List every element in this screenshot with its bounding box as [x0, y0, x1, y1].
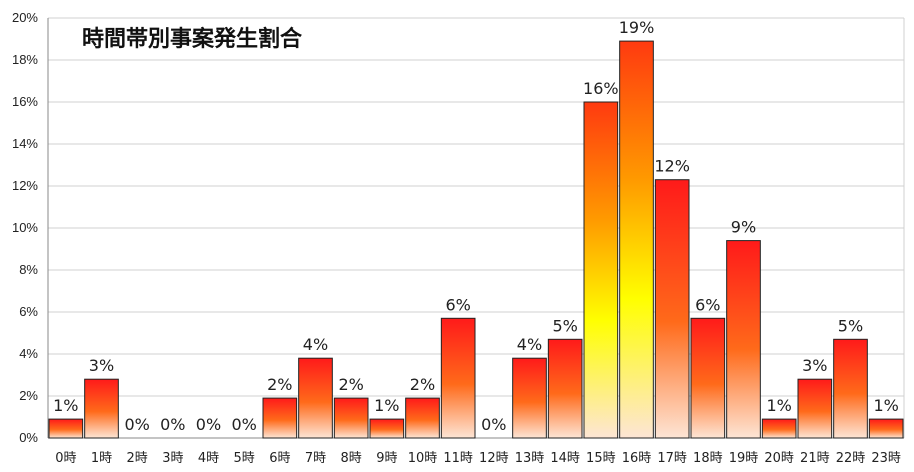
bar	[48, 418, 84, 439]
bar	[512, 357, 547, 439]
x-tick-label: 6時	[269, 451, 290, 466]
data-label: 0%	[196, 415, 221, 434]
x-tick-label: 0時	[55, 451, 76, 466]
bar	[868, 418, 904, 439]
bar	[761, 418, 797, 439]
x-tick-label: 20時	[764, 451, 794, 466]
bar	[333, 397, 369, 439]
y-tick-label: 8%	[19, 262, 38, 277]
x-tick-label: 11時	[443, 451, 473, 466]
data-label: 4%	[303, 335, 328, 354]
x-axis-ticks: 0時 1時 2時 3時 4時 5時 6時 7時 8時 9時 10時 11時 12時 13時 14時 15時 16…	[55, 451, 901, 466]
data-label: 2%	[267, 375, 292, 394]
data-label: 5%	[838, 316, 863, 335]
x-tick-label: 12時	[479, 451, 509, 466]
chart-title: 時間帯別事案発生割合	[82, 26, 303, 52]
bar	[262, 397, 298, 439]
x-tick-label: 13時	[515, 451, 545, 466]
x-tick-label: 3時	[162, 451, 183, 466]
x-tick-label: 1時	[91, 451, 112, 466]
x-tick-label: 7時	[305, 451, 326, 466]
bar	[440, 317, 476, 439]
data-label: 0%	[124, 415, 149, 434]
data-label: 16%	[583, 79, 619, 98]
bar	[797, 378, 833, 439]
data-label: 6%	[695, 295, 720, 314]
y-tick-label: 18%	[12, 52, 38, 67]
data-label: 19%	[619, 18, 655, 37]
data-label: 1%	[53, 396, 78, 415]
bar	[298, 357, 333, 439]
x-tick-label: 9時	[376, 451, 397, 466]
data-label: 0%	[160, 415, 185, 434]
data-label: 1%	[374, 396, 399, 415]
data-label: 0%	[231, 415, 256, 434]
x-tick-label: 4時	[198, 451, 219, 466]
x-tick-label: 10時	[408, 451, 438, 466]
bar	[654, 179, 690, 439]
y-tick-label: 16%	[12, 94, 38, 109]
y-tick-label: 0%	[19, 430, 38, 445]
data-label: 1%	[766, 396, 791, 415]
y-tick-label: 4%	[19, 346, 38, 361]
y-tick-label: 14%	[12, 136, 38, 151]
x-tick-label: 17時	[657, 451, 687, 466]
x-tick-label: 19時	[729, 451, 759, 466]
bar	[726, 240, 761, 439]
bar	[547, 338, 583, 439]
x-tick-label: 15時	[586, 451, 616, 466]
y-tick-label: 20%	[12, 10, 38, 25]
y-tick-label: 6%	[19, 304, 38, 319]
data-label: 1%	[873, 396, 898, 415]
x-tick-label: 2時	[127, 451, 148, 466]
y-tick-label: 2%	[19, 388, 38, 403]
bar	[583, 101, 619, 439]
bar	[84, 378, 119, 439]
y-tick-label: 12%	[12, 178, 38, 193]
x-tick-label: 21時	[800, 451, 830, 466]
x-tick-label: 16時	[622, 451, 652, 466]
x-tick-label: 23時	[871, 451, 901, 466]
bar	[833, 338, 868, 439]
data-label: 3%	[89, 356, 114, 375]
data-label: 4%	[517, 335, 542, 354]
bar	[369, 418, 405, 439]
x-tick-label: 22時	[836, 451, 866, 466]
data-label: 3%	[802, 356, 827, 375]
y-tick-label: 10%	[12, 220, 38, 235]
data-label: 0%	[481, 415, 506, 434]
bar	[619, 40, 654, 439]
data-label: 2%	[338, 375, 363, 394]
data-labels: 1% 3% 0% 0% 0% 0% 2% 4% 2% 1% 2% 6% 0% 4% 5% 16% 19% 12% 6…	[53, 18, 899, 434]
x-tick-label: 8時	[341, 451, 362, 466]
data-label: 2%	[410, 375, 435, 394]
data-label: 6%	[445, 295, 470, 314]
bar	[690, 317, 726, 439]
data-label: 12%	[654, 157, 690, 176]
gridlines	[47, 17, 905, 439]
x-tick-label: 14時	[550, 451, 580, 466]
data-label: 9%	[731, 218, 756, 237]
bars	[48, 40, 904, 439]
data-label: 5%	[552, 316, 577, 335]
x-tick-label: 18時	[693, 451, 723, 466]
bar	[405, 397, 440, 439]
y-axis-ticks: 0% 2% 4% 6% 8% 10% 12% 14% 16% 18% 20%	[12, 10, 38, 445]
x-tick-label: 5時	[234, 451, 255, 466]
